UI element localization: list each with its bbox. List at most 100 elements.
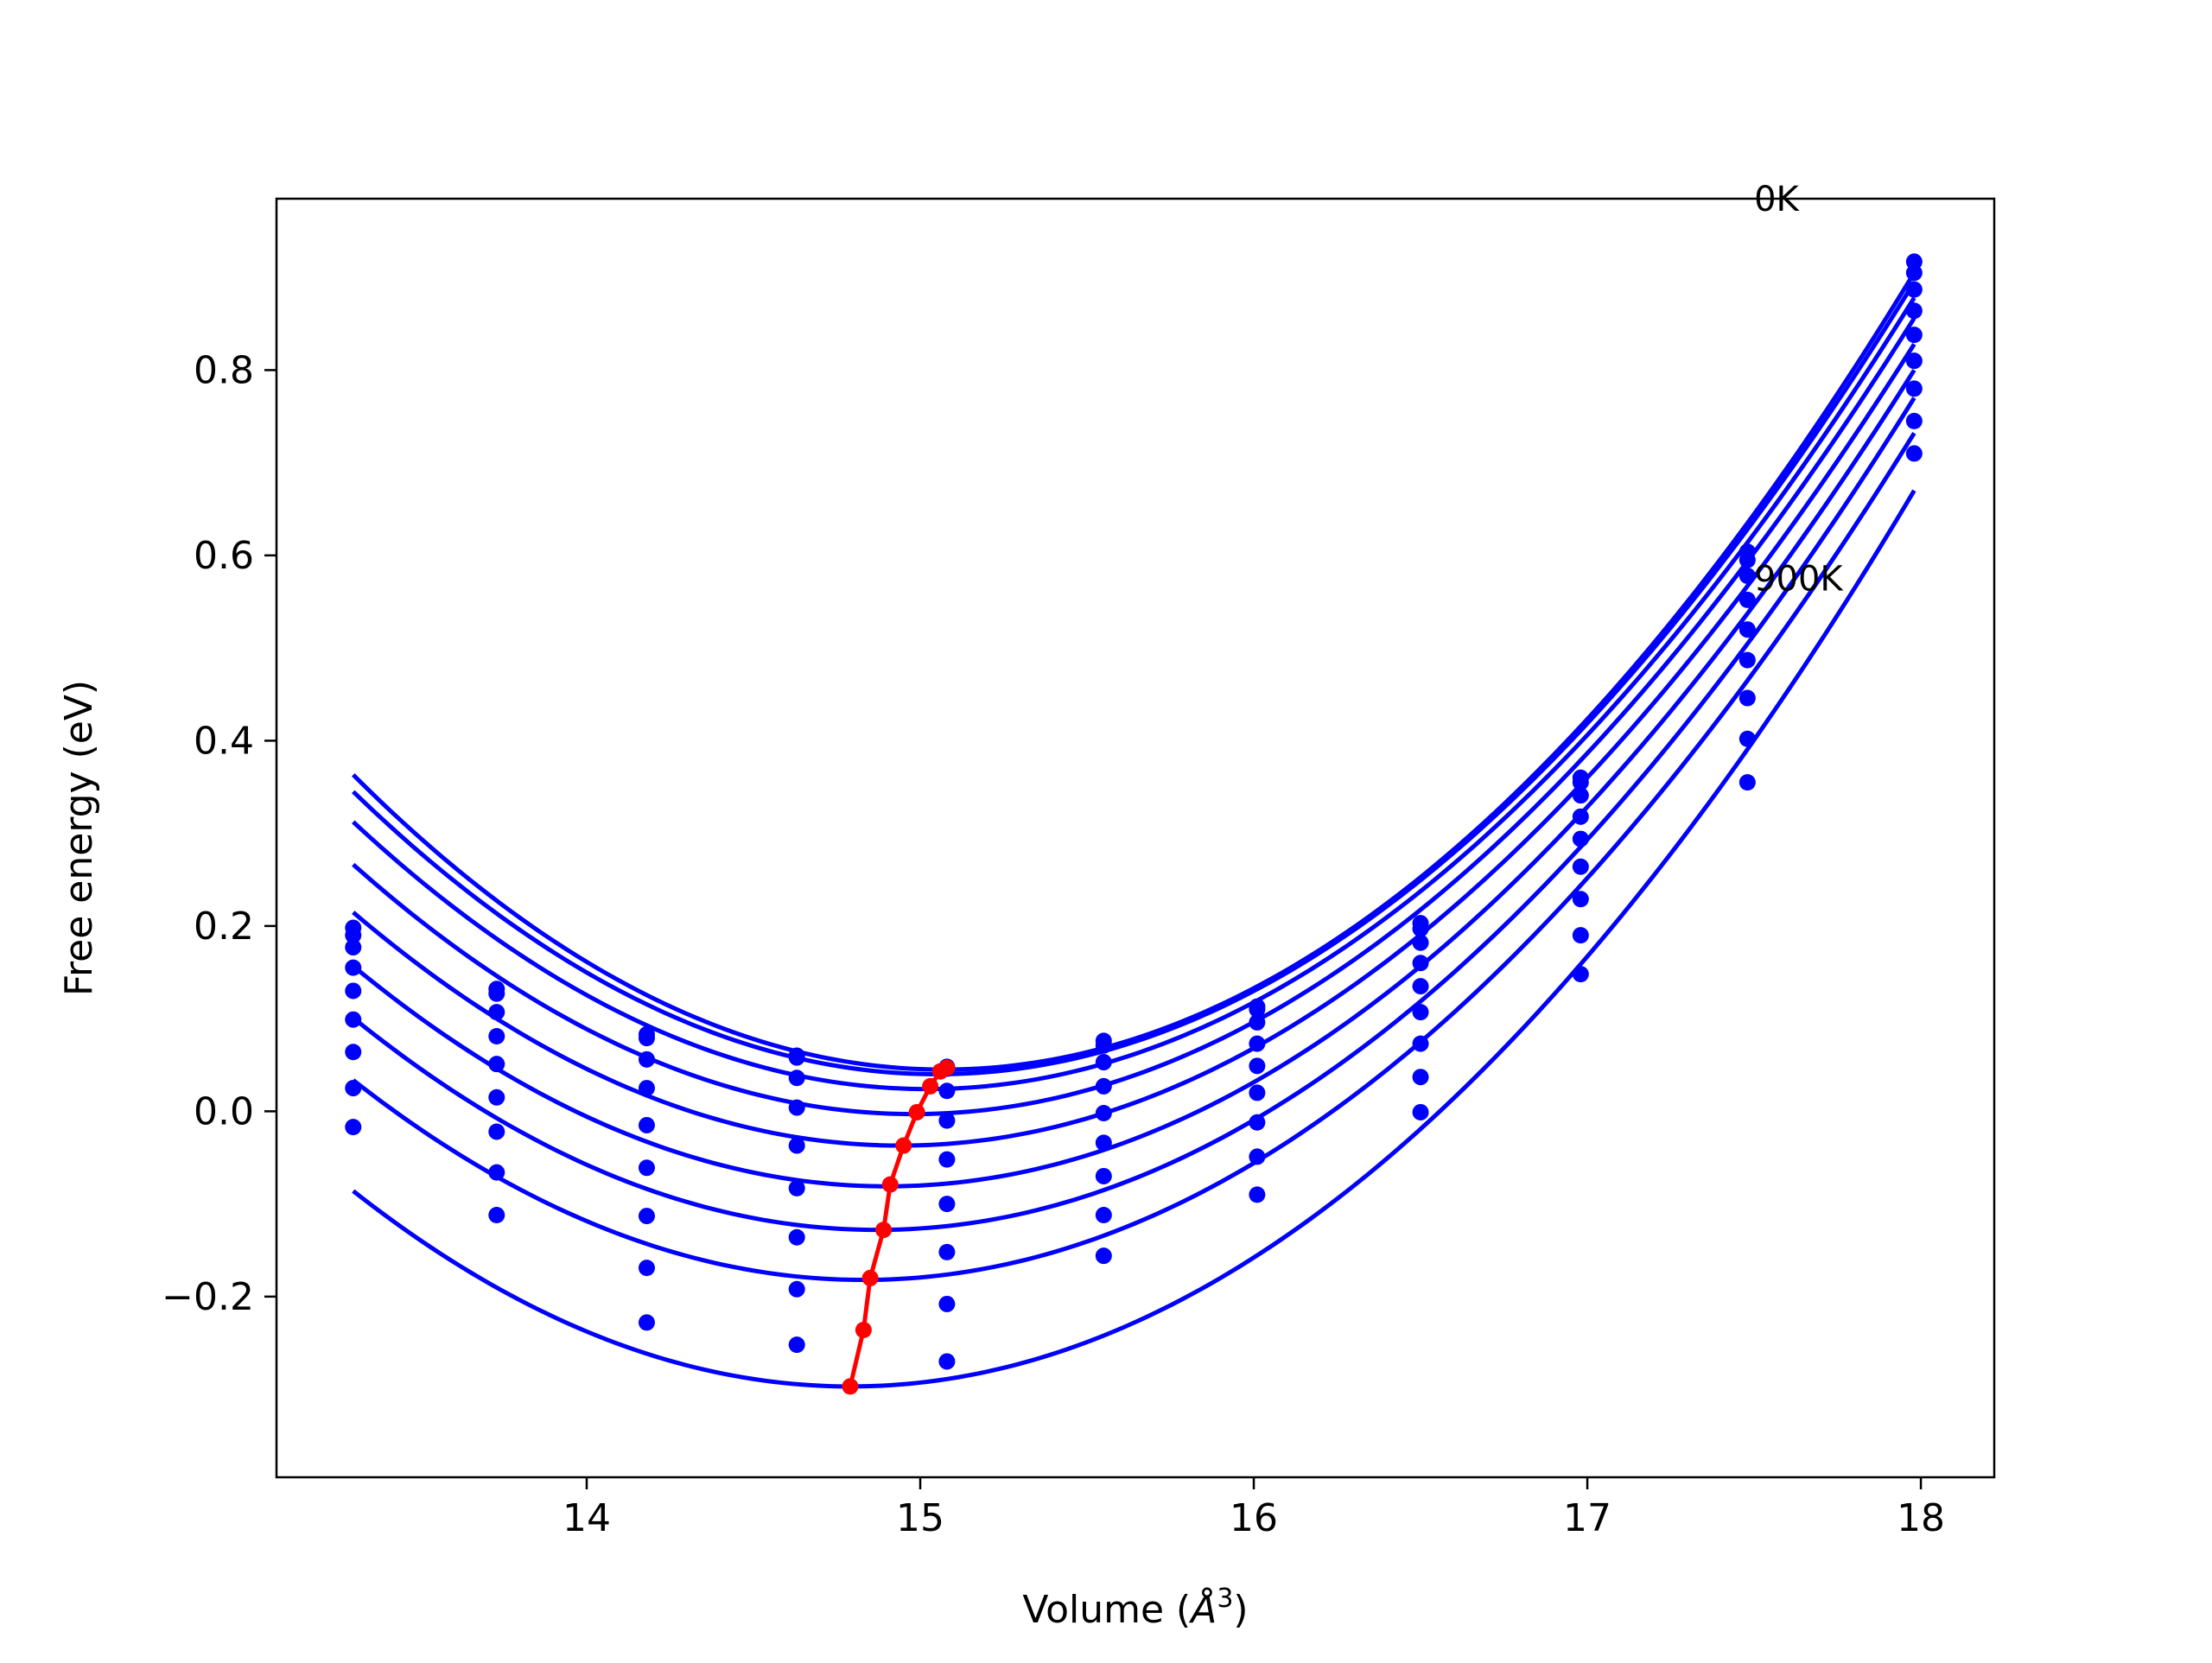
- data-point-s4-3: [788, 1137, 805, 1154]
- x-tick-label-4: 18: [1897, 1496, 1945, 1540]
- data-point-s7-1: [488, 1164, 505, 1181]
- data-point-s8-4: [938, 1353, 956, 1370]
- data-point-s1-3: [788, 1049, 805, 1066]
- data-point-s6-6: [1249, 1114, 1266, 1131]
- x-tick-label-3: 17: [1563, 1496, 1611, 1540]
- minima-point-6: [875, 1222, 893, 1239]
- y-axis: −0.2 0.0 0.2 0.4 0.6 0.8: [162, 348, 276, 1319]
- y-tick-label-5: 0.8: [194, 348, 254, 392]
- x-axis: 14 15 16 17 18: [563, 1477, 1945, 1540]
- minima-point-9: [842, 1378, 859, 1395]
- minima-point-2: [922, 1077, 939, 1095]
- y-axis-label: Free energy (eV): [57, 680, 101, 996]
- data-point-s2-1: [488, 1004, 505, 1021]
- data-point-s1-8: [1572, 774, 1589, 791]
- data-point-s3-7: [1412, 955, 1429, 972]
- data-point-s2-0: [345, 939, 362, 956]
- minima-layer: [842, 1059, 956, 1395]
- data-point-s4-0: [345, 982, 362, 1000]
- data-point-s4-1: [488, 1056, 505, 1073]
- y-tick-label-1: 0.0: [194, 1089, 254, 1133]
- data-point-s5-8: [1572, 858, 1589, 875]
- data-point-s5-10: [1905, 352, 1923, 370]
- data-point-s5-4: [938, 1196, 956, 1213]
- data-point-s6-2: [638, 1208, 655, 1225]
- data-point-s1-10: [1905, 264, 1923, 282]
- data-point-s1-2: [638, 1030, 655, 1047]
- y-tick-label-4: 0.6: [194, 534, 254, 578]
- data-point-s5-5: [1095, 1134, 1112, 1152]
- data-point-s7-8: [1572, 927, 1589, 944]
- y-tick-label-0: −0.2: [162, 1275, 254, 1319]
- annotation-label-1: 900K: [1754, 560, 1844, 600]
- data-point-s2-3: [788, 1070, 805, 1087]
- data-point-s3-1: [488, 1028, 505, 1045]
- data-point-s2-2: [638, 1050, 655, 1068]
- minima-point-7: [861, 1269, 879, 1286]
- data-point-s4-8: [1572, 830, 1589, 847]
- data-point-s7-2: [638, 1260, 655, 1277]
- fit-curves-layer: [352, 271, 1916, 1389]
- data-point-s8-10: [1905, 445, 1923, 462]
- data-point-s5-6: [1249, 1084, 1266, 1101]
- data-point-s6-8: [1572, 891, 1589, 908]
- data-point-s4-6: [1249, 1057, 1266, 1075]
- data-point-s3-8: [1572, 808, 1589, 825]
- data-point-s8-8: [1572, 966, 1589, 983]
- minima-point-3: [908, 1103, 925, 1120]
- data-point-s1-7: [1412, 920, 1429, 937]
- data-point-s6-7: [1412, 1035, 1429, 1052]
- data-point-s6-9: [1738, 689, 1756, 707]
- data-point-s6-4: [938, 1243, 956, 1260]
- data-point-s4-5: [1095, 1105, 1112, 1122]
- data-point-s6-5: [1095, 1167, 1112, 1184]
- data-point-s4-9: [1738, 621, 1756, 638]
- data-points-layer: [345, 253, 1923, 1370]
- data-point-s1-5: [1095, 1037, 1112, 1054]
- data-point-s1-1: [488, 985, 505, 1002]
- data-point-s8-2: [638, 1314, 655, 1331]
- fit-curve-4: [352, 343, 1916, 1148]
- data-point-s7-5: [1095, 1206, 1112, 1223]
- plot-frame: [275, 197, 1996, 1479]
- data-point-s3-10: [1905, 302, 1923, 320]
- x-tick-label-0: 14: [563, 1496, 611, 1540]
- fit-curve-1: [352, 281, 1916, 1076]
- data-point-s3-0: [345, 959, 362, 976]
- fit-curve-6: [352, 397, 1916, 1233]
- data-point-s8-5: [1095, 1247, 1112, 1265]
- minima-point-5: [881, 1176, 899, 1193]
- fit-curve-2: [352, 296, 1916, 1092]
- data-point-s7-3: [788, 1280, 805, 1298]
- data-point-s8-9: [1738, 774, 1756, 791]
- data-point-s5-0: [345, 1011, 362, 1028]
- data-point-s8-1: [488, 1206, 505, 1223]
- data-point-s1-0: [345, 927, 362, 944]
- data-point-s5-7: [1412, 1004, 1429, 1021]
- data-point-s2-4: [938, 1082, 956, 1100]
- fit-curve-8: [352, 489, 1916, 1389]
- data-point-s2-6: [1249, 1013, 1266, 1031]
- fit-curve-7: [352, 432, 1916, 1283]
- data-point-s3-6: [1249, 1035, 1266, 1052]
- data-point-s4-10: [1905, 327, 1923, 344]
- data-point-s6-0: [345, 1044, 362, 1061]
- data-point-s3-5: [1095, 1077, 1112, 1095]
- data-point-s5-2: [638, 1159, 655, 1177]
- data-point-s2-5: [1095, 1054, 1112, 1071]
- minima-point-8: [855, 1321, 872, 1338]
- data-point-s7-7: [1412, 1069, 1429, 1086]
- fit-curve-3: [352, 317, 1916, 1117]
- data-point-s5-9: [1738, 651, 1756, 669]
- data-point-s7-0: [345, 1080, 362, 1097]
- data-point-s5-3: [788, 1179, 805, 1196]
- data-point-s2-8: [1572, 787, 1589, 804]
- data-point-s6-3: [788, 1228, 805, 1246]
- data-point-s7-6: [1249, 1148, 1266, 1165]
- data-point-s8-0: [345, 1119, 362, 1136]
- data-point-s3-4: [938, 1112, 956, 1129]
- data-point-s4-7: [1412, 978, 1429, 995]
- x-tick-label-2: 16: [1230, 1496, 1278, 1540]
